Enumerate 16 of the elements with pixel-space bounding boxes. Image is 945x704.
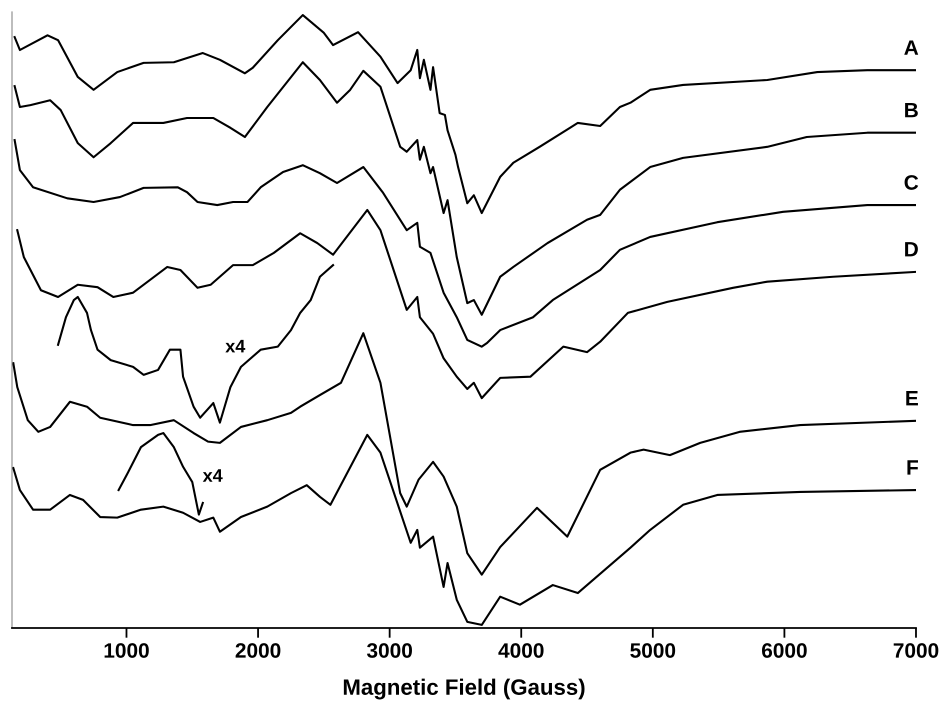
series-label: A <box>904 40 918 55</box>
series-label: C <box>904 175 918 190</box>
x-tick-label: 7000 <box>894 643 938 658</box>
x-tick-label: 6000 <box>762 643 807 658</box>
x-tick-label: 1000 <box>104 643 149 658</box>
series-label: E <box>906 391 918 406</box>
series-label: D <box>905 242 918 256</box>
annotation: x4 <box>225 340 246 352</box>
x-tick-label: 2000 <box>236 643 280 658</box>
x-axis-title: Magnetic Field (Gauss) <box>344 678 585 700</box>
x-tick-label: 4000 <box>498 643 544 658</box>
series-label: B <box>905 102 918 118</box>
series-label: F <box>907 460 918 475</box>
x-tick-label: 5000 <box>630 643 676 658</box>
x-tick-label: 3000 <box>366 643 412 658</box>
annotation: x4 <box>202 469 223 482</box>
